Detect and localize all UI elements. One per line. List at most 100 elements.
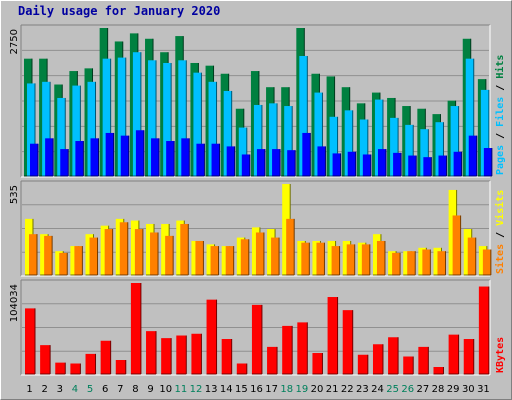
day-label-18: 18 <box>280 384 293 395</box>
bar-pages-day-17 <box>272 149 281 176</box>
bar-kbytes-day-29 <box>448 334 459 374</box>
bar-files-day-16 <box>253 104 262 176</box>
bar-files-day-8 <box>132 52 141 176</box>
bar-files-day-22 <box>344 110 353 176</box>
bar-files-day-4 <box>72 85 81 176</box>
day-label-23: 23 <box>356 384 369 395</box>
bar-kbytes-day-12 <box>191 333 202 374</box>
bar-sites-day-9 <box>150 232 159 275</box>
day-label-16: 16 <box>250 384 263 395</box>
bar-sites-day-10 <box>165 235 174 275</box>
kbytes-legend-kbytes: KBytes <box>495 337 506 373</box>
bar-files-day-9 <box>148 60 157 176</box>
bar-files-day-30 <box>465 58 474 177</box>
day-label-29: 29 <box>447 384 460 395</box>
bar-sites-day-31 <box>482 249 491 275</box>
day-label-11: 11 <box>174 384 187 395</box>
bar-pages-day-13 <box>211 143 220 176</box>
bar-sites-day-26 <box>407 251 416 275</box>
bar-sites-day-12 <box>195 240 204 275</box>
bar-pages-day-10 <box>166 141 175 176</box>
bar-sites-day-14 <box>225 246 234 275</box>
bar-files-day-11 <box>178 60 187 176</box>
day-label-28: 28 <box>432 384 445 395</box>
bar-kbytes-day-16 <box>251 304 262 374</box>
bar-files-day-17 <box>269 103 278 176</box>
bar-kbytes-day-15 <box>236 363 247 374</box>
day-label-13: 13 <box>205 384 218 395</box>
bar-sites-day-3 <box>59 252 68 275</box>
day-label-17: 17 <box>265 384 278 395</box>
bar-sites-day-24 <box>376 240 385 275</box>
day-label-15: 15 <box>235 384 248 395</box>
bar-pages-day-28 <box>438 155 447 176</box>
bar-sites-day-18 <box>286 218 295 275</box>
visits-legend-visits: Visits <box>494 190 506 226</box>
day-label-20: 20 <box>311 384 324 395</box>
bar-files-day-24 <box>374 99 383 176</box>
bar-pages-day-1 <box>30 143 38 176</box>
day-label-3: 3 <box>57 384 63 395</box>
bar-pages-day-19 <box>302 132 311 176</box>
bar-kbytes-day-24 <box>372 344 383 374</box>
day-label-12: 12 <box>190 384 203 395</box>
bar-kbytes-day-11 <box>176 335 187 374</box>
hits-legend: Pages / Files / Hits <box>494 55 506 175</box>
day-label-2: 2 <box>42 384 48 395</box>
bar-sites-day-2 <box>44 235 53 275</box>
visits-legend-separator: / <box>495 226 506 244</box>
day-label-1: 1 <box>26 384 32 395</box>
visits-ymax-label: 535 <box>9 185 20 204</box>
bar-pages-day-21 <box>332 153 341 176</box>
day-label-19: 19 <box>296 384 309 395</box>
bar-kbytes-day-13 <box>206 299 217 374</box>
bar-sites-day-29 <box>452 215 461 275</box>
bar-pages-day-16 <box>256 149 265 176</box>
bar-kbytes-day-18 <box>282 325 293 374</box>
bar-pages-day-7 <box>120 135 129 176</box>
bar-kbytes-day-14 <box>221 339 232 374</box>
bar-pages-day-12 <box>196 143 205 176</box>
bar-files-day-7 <box>117 57 126 176</box>
day-label-5: 5 <box>87 384 93 395</box>
bar-pages-day-2 <box>45 138 54 176</box>
bar-sites-day-30 <box>467 237 476 275</box>
bar-kbytes-day-8 <box>130 283 141 374</box>
bar-kbytes-day-1 <box>25 308 35 374</box>
bar-pages-day-15 <box>241 154 250 176</box>
bar-files-day-1 <box>27 83 35 176</box>
bar-kbytes-day-22 <box>342 310 353 374</box>
bar-files-day-19 <box>299 55 308 176</box>
bar-kbytes-day-19 <box>297 322 308 374</box>
bar-sites-day-13 <box>210 246 219 275</box>
bar-files-day-21 <box>329 116 338 176</box>
bar-pages-day-23 <box>362 154 371 176</box>
bar-sites-day-19 <box>301 242 310 275</box>
day-label-22: 22 <box>341 384 354 395</box>
bar-files-day-15 <box>238 127 247 176</box>
day-label-30: 30 <box>462 384 475 395</box>
bar-pages-day-26 <box>408 155 417 176</box>
day-label-25: 25 <box>386 384 399 395</box>
bar-pages-day-14 <box>226 146 235 176</box>
bar-pages-day-18 <box>287 150 296 176</box>
bar-sites-day-21 <box>331 246 340 275</box>
hits-legend-separator: / <box>495 127 506 145</box>
day-label-9: 9 <box>147 384 153 395</box>
bar-pages-day-9 <box>151 138 160 176</box>
bar-files-day-18 <box>284 106 293 176</box>
bar-sites-day-22 <box>346 244 355 275</box>
bar-pages-day-5 <box>90 138 99 176</box>
bar-files-day-5 <box>87 81 96 176</box>
bar-sites-day-16 <box>255 232 264 275</box>
visits-legend-sites: Sites <box>494 244 506 274</box>
bar-files-day-31 <box>480 89 489 176</box>
bar-files-day-13 <box>208 81 217 176</box>
hits-legend-files: Files <box>494 97 506 127</box>
bar-pages-day-22 <box>347 151 356 176</box>
bar-files-day-23 <box>359 119 368 176</box>
bar-kbytes-day-26 <box>403 356 414 374</box>
bar-sites-day-17 <box>271 237 280 275</box>
bar-kbytes-day-27 <box>418 346 429 374</box>
bar-files-day-29 <box>450 106 459 176</box>
